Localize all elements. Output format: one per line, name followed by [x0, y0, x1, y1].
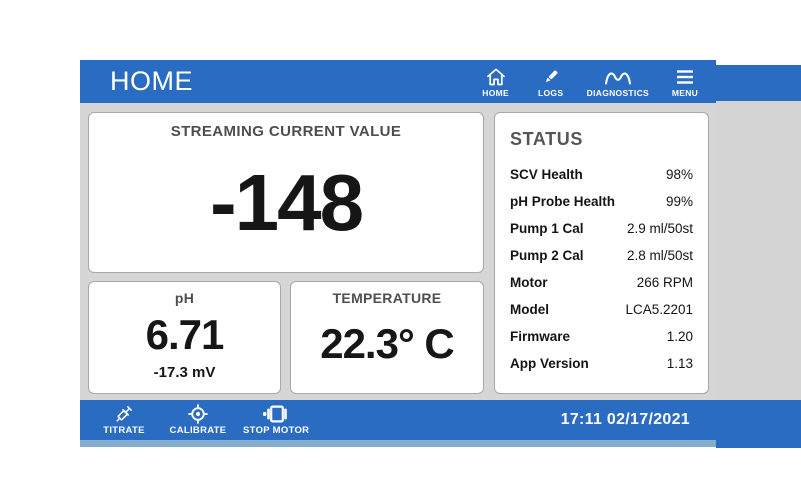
secondary-screen-topbar — [716, 65, 801, 101]
streaming-current-title: STREAMING CURRENT VALUE — [170, 123, 402, 140]
calibrate-button[interactable]: CALIBRATE — [166, 403, 230, 437]
status-row-pump2-cal: Pump 2 Cal 2.8 ml/50st — [510, 242, 693, 269]
status-row-app-version: App Version 1.13 — [510, 350, 693, 377]
nav-logs-button[interactable]: LOGS — [530, 65, 572, 99]
status-label: Model — [510, 301, 549, 317]
status-row-motor: Motor 266 RPM — [510, 269, 693, 296]
status-label: Pump 1 Cal — [510, 220, 584, 236]
streaming-current-card: STREAMING CURRENT VALUE -148 — [88, 112, 484, 273]
temperature-title: TEMPERATURE — [332, 290, 442, 306]
motor-icon — [262, 404, 290, 424]
status-row-pump1-cal: Pump 1 Cal 2.9 ml/50st — [510, 215, 693, 242]
nav-diagnostics-label: DIAGNOSTICS — [586, 87, 649, 98]
calibrate-label: CALIBRATE — [169, 425, 227, 437]
ph-title: pH — [174, 290, 195, 306]
temperature-value: 22.3° C — [320, 319, 455, 367]
status-label: pH Probe Health — [510, 193, 616, 209]
bottom-bar: TITRATE CALIBRATE — [80, 400, 716, 440]
secondary-screen-edge — [716, 65, 801, 448]
menu-icon — [674, 67, 696, 87]
status-value: 2.8 ml/50st — [626, 247, 693, 263]
page-title: HOME — [110, 66, 193, 96]
nav-logs-label: LOGS — [538, 87, 564, 98]
nav-diagnostics-button[interactable]: DIAGNOSTICS — [585, 65, 651, 99]
device-screen: HOME HOME — [80, 60, 716, 447]
secondary-screen-bottombar — [716, 400, 801, 448]
status-value: 266 RPM — [636, 274, 693, 290]
status-label: Pump 2 Cal — [510, 247, 584, 263]
titrate-button[interactable]: TITRATE — [92, 403, 156, 437]
temperature-card: TEMPERATURE 22.3° C — [290, 281, 484, 394]
status-label: Firmware — [510, 328, 571, 344]
top-nav: HOME LOGS — [475, 60, 706, 103]
footer-buttons: TITRATE CALIBRATE — [92, 400, 312, 440]
status-title: STATUS — [510, 129, 583, 149]
status-label: Motor — [510, 274, 548, 290]
secondary-screen-body — [716, 101, 801, 400]
status-value: 1.20 — [666, 328, 693, 344]
datetime-display: 17:11 02/17/2021 — [560, 411, 690, 428]
status-row-model: Model LCA5.2201 — [510, 296, 693, 323]
status-panel: STATUS SCV Health 98% pH Probe Health 99… — [494, 112, 709, 394]
status-value: 99% — [665, 193, 693, 209]
nav-home-button[interactable]: HOME — [475, 65, 517, 99]
status-label: App Version — [510, 355, 589, 371]
status-value: 98% — [665, 166, 693, 182]
nav-home-label: HOME — [482, 87, 509, 98]
status-row-ph-probe-health: pH Probe Health 99% — [510, 188, 693, 215]
target-icon — [187, 404, 209, 425]
home-icon — [485, 67, 507, 87]
ph-millivolts: -17.3 mV — [153, 363, 216, 381]
status-value: LCA5.2201 — [625, 301, 693, 317]
status-label: SCV Health — [510, 166, 583, 182]
stop-motor-label: STOP MOTOR — [243, 425, 310, 437]
screen-bottom-edge — [80, 440, 716, 447]
diagnostics-icon — [603, 67, 633, 87]
logs-icon — [541, 67, 561, 87]
status-row-scv-health: SCV Health 98% — [510, 161, 693, 188]
nav-menu-button[interactable]: MENU — [664, 65, 706, 99]
status-row-firmware: Firmware 1.20 — [510, 323, 693, 350]
content-area: STREAMING CURRENT VALUE -148 pH 6.71 -17… — [80, 103, 716, 400]
ph-card: pH 6.71 -17.3 mV — [88, 281, 281, 394]
status-value: 2.9 ml/50st — [626, 220, 693, 236]
stop-motor-button[interactable]: STOP MOTOR — [240, 403, 312, 437]
titrate-label: TITRATE — [103, 425, 145, 437]
ph-value: 6.71 — [145, 310, 225, 358]
nav-menu-label: MENU — [671, 87, 699, 98]
syringe-icon — [113, 404, 135, 424]
streaming-current-value: -148 — [209, 158, 364, 247]
top-bar: HOME HOME — [80, 60, 716, 103]
status-value: 1.13 — [666, 355, 693, 371]
